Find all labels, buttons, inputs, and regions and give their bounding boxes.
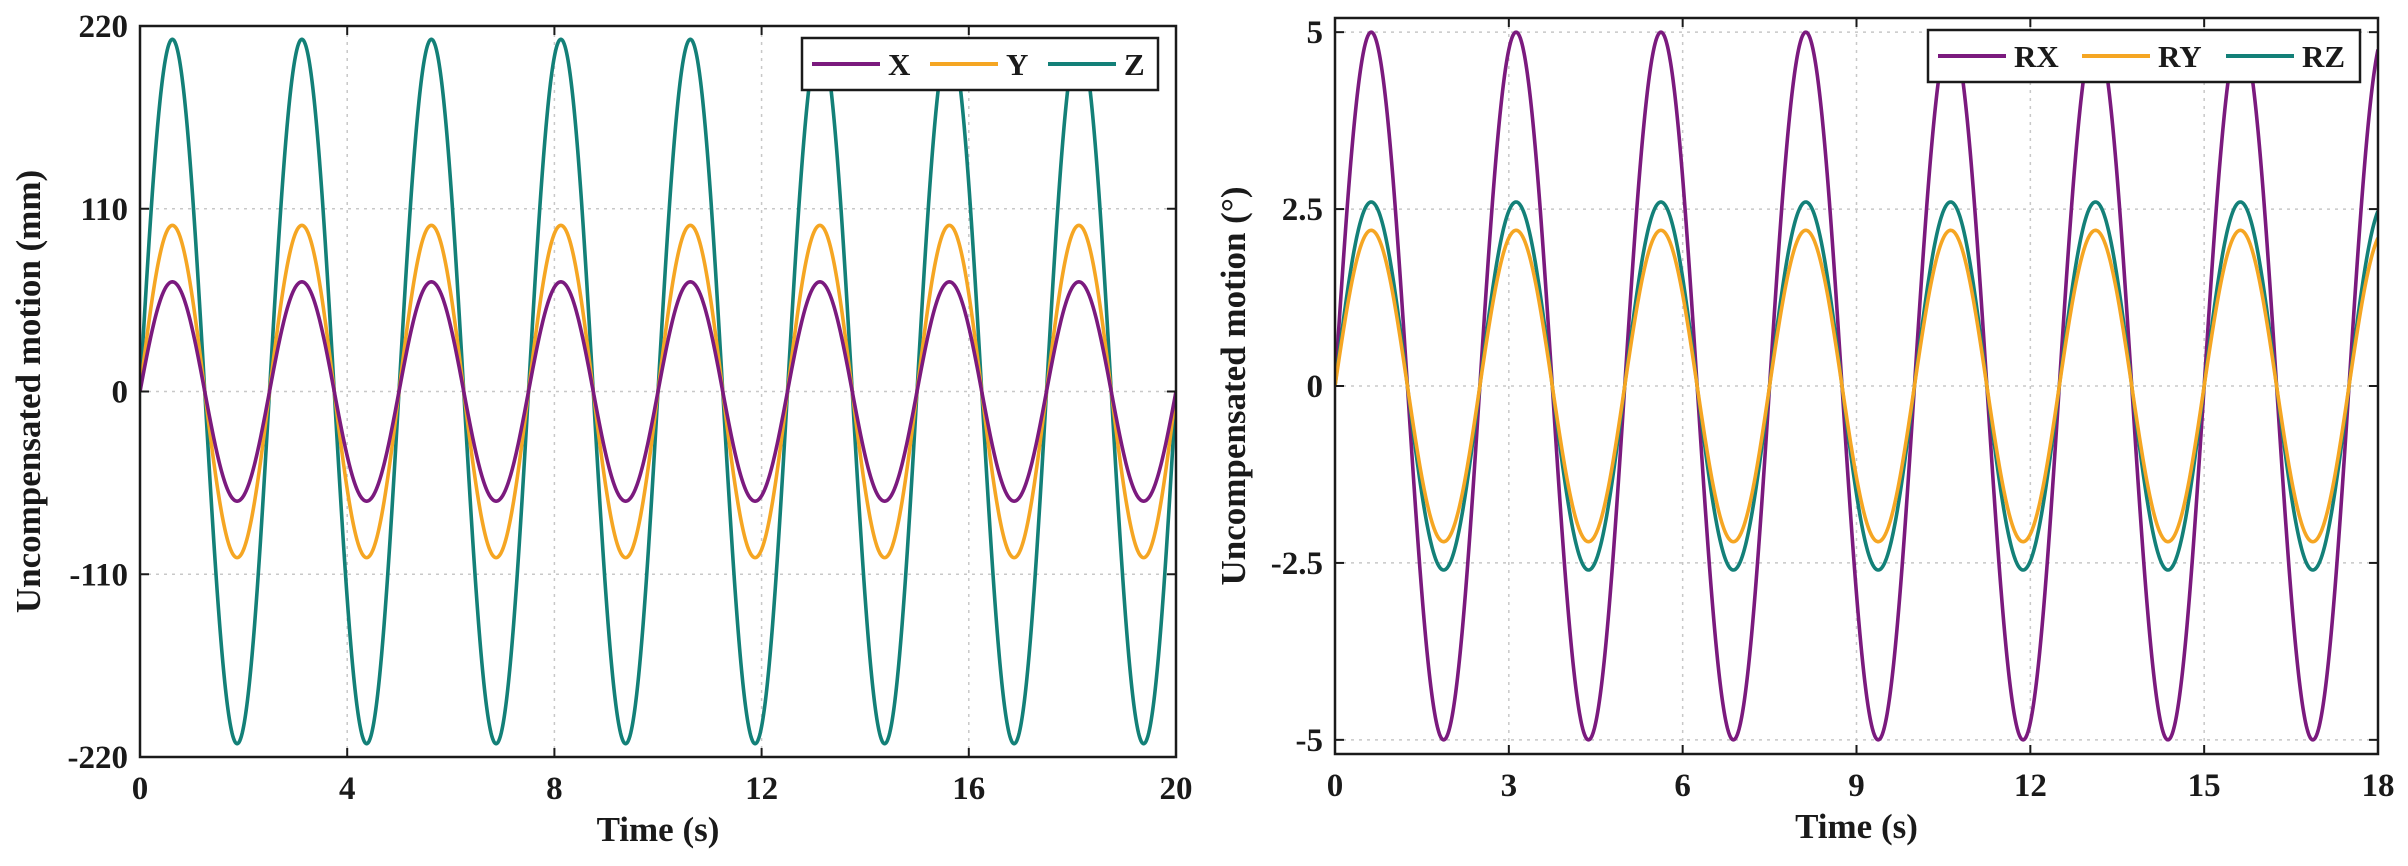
legend-label-z: Z (1124, 47, 1145, 82)
y-tick-label: -2.5 (1271, 546, 1323, 582)
y-tick-label: -110 (69, 557, 128, 593)
y-tick-label: 5 (1307, 15, 1324, 51)
legend: RX RY RZ (1926, 28, 2362, 84)
chart-panel-1: 0 4 8 12 16 20 -220 -110 0 110 220 Time (s) Uncompen… (9, 9, 1193, 849)
x-tick-label: 3 (1501, 768, 1518, 804)
y-tick-label: 0 (1307, 369, 1324, 405)
x-tick-label: 9 (1848, 768, 1865, 804)
x-tick-label: 4 (339, 771, 356, 807)
x-tick-label: 0 (132, 771, 149, 807)
legend-label-ry: RY (2158, 39, 2202, 74)
legend-label-x: X (888, 47, 911, 82)
y-tick-label: -220 (68, 740, 129, 776)
x-tick-label: 12 (2014, 768, 2047, 804)
series-line-ry (1335, 228, 2378, 544)
x-axis-label: Time (s) (597, 810, 720, 849)
y-tick-label: 2.5 (1282, 192, 1323, 228)
legend-label-rx: RX (2014, 39, 2059, 74)
x-tick-label: 15 (2188, 768, 2221, 804)
y-axis-label: Uncompensated motion (°) (1214, 187, 1253, 586)
legend-label-rz: RZ (2302, 39, 2345, 74)
chart-panel-2: 0 3 6 9 12 15 18 -5 -2.5 0 2.5 5 Time (s) Uncompensat… (1214, 15, 2395, 846)
legend: X Y Z (800, 36, 1160, 92)
x-tick-label: 6 (1674, 768, 1691, 804)
x-tick-label: 16 (952, 771, 985, 807)
y-tick-label: 220 (79, 9, 129, 45)
x-axis-label: Time (s) (1795, 807, 1918, 846)
y-axis-label: Uncompensated motion (mm) (9, 170, 48, 613)
x-tick-label: 18 (2362, 768, 2395, 804)
x-tick-label: 8 (546, 771, 563, 807)
y-tick-label: 110 (80, 192, 128, 228)
series-line-x (140, 280, 1176, 503)
x-tick-label: 0 (1327, 768, 1344, 804)
x-tick-label: 20 (1160, 771, 1193, 807)
x-tick-label: 12 (745, 771, 778, 807)
legend-label-y: Y (1006, 47, 1028, 82)
y-tick-label: -5 (1296, 723, 1324, 759)
y-tick-label: 0 (112, 375, 129, 411)
